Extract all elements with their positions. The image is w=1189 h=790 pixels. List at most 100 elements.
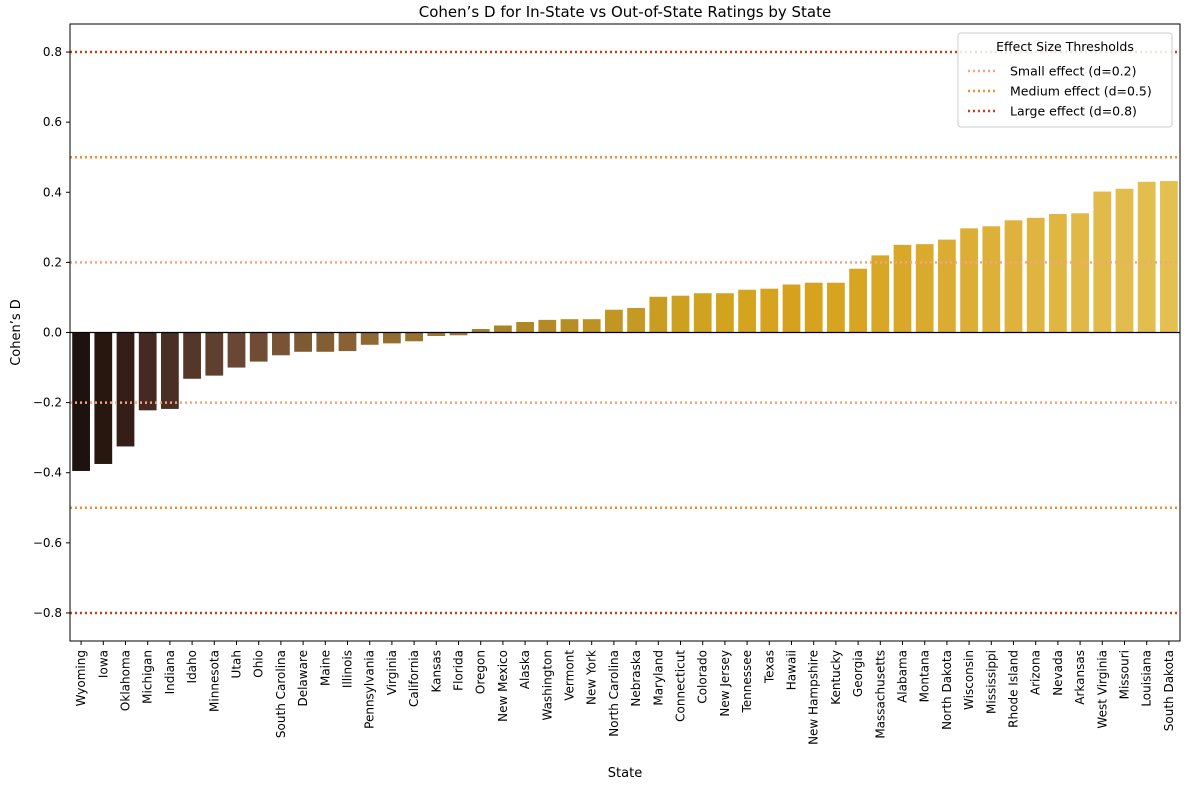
x-tick-label: South Carolina — [274, 650, 288, 738]
bar-louisiana — [1137, 181, 1156, 333]
x-tick-label: Arizona — [1029, 650, 1043, 695]
x-tick-label: Indiana — [163, 650, 177, 694]
bar-kentucky — [827, 282, 845, 333]
x-tick-label: New Mexico — [496, 650, 510, 722]
bar-delaware — [294, 332, 312, 352]
bar-south-carolina — [272, 332, 290, 356]
legend-entry: Large effect (d=0.8) — [1010, 104, 1137, 119]
y-axis-title: Cohen’s D — [9, 299, 24, 366]
x-tick-label: Mississippi — [984, 650, 998, 714]
x-tick-label: Arkansas — [1073, 650, 1087, 705]
bar-montana — [915, 244, 934, 333]
x-tick-label: Texas — [762, 650, 776, 684]
bar-new-hampshire — [804, 282, 823, 333]
bar-michigan — [138, 332, 157, 411]
bar-georgia — [849, 268, 867, 333]
x-tick-label: Hawaii — [785, 650, 799, 690]
x-tick-label: Idaho — [185, 650, 199, 683]
x-tick-label: Iowa — [96, 650, 110, 678]
bar-virginia — [383, 332, 401, 344]
x-tick-label: Oregon — [474, 650, 488, 694]
legend: Effect Size Thresholds Small effect (d=0… — [957, 32, 1173, 128]
bar-alaska — [516, 321, 534, 333]
y-tick-label: 0.0 — [43, 326, 62, 340]
x-tick-label: Oklahoma — [119, 650, 133, 711]
legend-entry: Small effect (d=0.2) — [1010, 64, 1136, 79]
x-axis-title: State — [608, 766, 642, 781]
legend-box — [957, 32, 1173, 128]
bar-iowa — [94, 332, 113, 464]
x-tick-label: Minnesota — [207, 650, 221, 712]
y-tick-label: −0.8 — [33, 606, 62, 620]
x-tick-label: Alaska — [518, 650, 532, 689]
y-tick-label: 0.8 — [43, 45, 62, 59]
bar-illinois — [338, 332, 357, 352]
x-tick-label: Michigan — [141, 650, 155, 704]
x-tick-label: Massachusetts — [873, 650, 887, 739]
bar-new-york — [582, 319, 601, 333]
bar-massachusetts — [871, 255, 890, 333]
bar-minnesota — [205, 332, 224, 376]
x-tick-label: Pennsylvania — [363, 650, 377, 729]
bar-florida — [449, 332, 468, 336]
x-tick-label: Nevada — [1051, 650, 1065, 696]
x-tick-label: New Jersey — [718, 650, 732, 717]
y-tick-label: −0.6 — [33, 536, 62, 550]
x-tick-label: Illinois — [341, 650, 355, 688]
bar-indiana — [161, 332, 179, 409]
x-tick-label: Wyoming — [74, 650, 88, 706]
y-tick-label: 0.4 — [43, 185, 62, 199]
x-tick-label: New Hampshire — [807, 650, 821, 745]
bar-idaho — [183, 332, 201, 379]
y-tick-label: 0.6 — [43, 115, 62, 129]
legend-title: Effect Size Thresholds — [996, 39, 1134, 54]
bar-maryland — [649, 296, 668, 333]
bar-vermont — [560, 319, 579, 333]
x-tick-label: Kentucky — [829, 650, 843, 705]
bar-kansas — [427, 332, 446, 337]
bar-new-mexico — [494, 325, 512, 333]
x-tick-label: Georgia — [851, 650, 865, 697]
bar-rhode-island — [1004, 220, 1023, 333]
x-tick-label: Utah — [230, 650, 244, 678]
bar-pennsylvania — [360, 332, 379, 345]
bar-connecticut — [671, 295, 690, 333]
y-tick-label: −0.4 — [33, 466, 62, 480]
x-tick-label: Wisconsin — [962, 650, 976, 710]
x-tick-label: Rhode Island — [1007, 650, 1021, 728]
x-tick-label: Tennessee — [740, 650, 754, 714]
bar-alabama — [893, 244, 912, 333]
x-tick-label: Alabama — [896, 650, 910, 703]
x-tick-label: California — [407, 650, 421, 707]
x-tick-label: North Dakota — [940, 650, 954, 730]
y-tick-label: −0.2 — [33, 396, 62, 410]
bar-tennessee — [738, 289, 756, 333]
x-tick-label: North Carolina — [607, 650, 621, 737]
x-tick-label: Colorado — [696, 650, 710, 704]
bar-nevada — [1049, 214, 1067, 333]
bar-mississippi — [982, 226, 1001, 333]
bar-texas — [760, 288, 779, 333]
bar-washington — [538, 319, 557, 333]
x-tick-label: Louisiana — [1140, 650, 1154, 707]
bar-south-dakota — [1160, 181, 1178, 333]
bar-north-dakota — [938, 239, 956, 333]
x-tick-label: Virginia — [385, 650, 399, 695]
x-tick-label: Maine — [318, 650, 332, 686]
bar-arizona — [1026, 217, 1045, 333]
x-tick-label: Missouri — [1118, 650, 1132, 699]
bar-ohio — [249, 332, 268, 362]
bar-california — [405, 332, 423, 342]
bar-oregon — [471, 328, 490, 333]
x-tick-label: Washington — [540, 650, 554, 721]
x-tick-label: Kansas — [429, 650, 443, 692]
bar-north-carolina — [605, 309, 623, 333]
bar-hawaii — [782, 284, 801, 333]
legend-entry: Medium effect (d=0.5) — [1010, 84, 1152, 99]
bar-arkansas — [1071, 213, 1089, 333]
x-tick-label: Maryland — [651, 650, 665, 706]
plot-area: −0.8 −0.6 −0.4 −0.2 0.0 0.2 0.4 0.6 0.8 Wyoming Io… — [33, 23, 1181, 745]
bar-oklahoma — [116, 332, 135, 447]
bar-wisconsin — [960, 228, 978, 333]
